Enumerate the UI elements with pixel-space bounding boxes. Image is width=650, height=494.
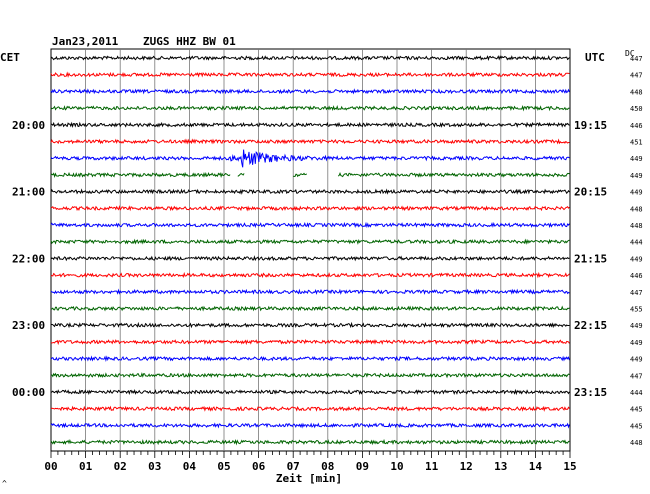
trace-line xyxy=(50,104,570,112)
trace-line xyxy=(50,205,570,212)
dc-column-header: DC xyxy=(625,49,635,58)
trace-line xyxy=(50,221,570,229)
x-tick-label: 13 xyxy=(494,460,507,473)
left-hour-label: 00:00 xyxy=(12,386,45,399)
x-tick-label: 15 xyxy=(563,460,576,473)
station-label: ZUGS HHZ BW 01 xyxy=(143,35,236,48)
trace-line xyxy=(50,288,570,295)
trace-line xyxy=(50,188,570,195)
x-tick-label: 02 xyxy=(114,460,127,473)
dc-value: 449 xyxy=(630,356,643,364)
x-axis: 00 01 02 03 04 05 06 07 08 09 10 11 12 13 14 15 xyxy=(44,451,577,473)
x-tick-label: 09 xyxy=(356,460,369,473)
dc-value: 445 xyxy=(630,406,643,414)
corner-mark: ^ xyxy=(2,479,7,488)
dc-value: 448 xyxy=(630,439,643,447)
x-tick-label: 14 xyxy=(529,460,543,473)
left-hour-label: 23:00 xyxy=(12,319,45,332)
right-hour-label: 20:15 xyxy=(574,186,607,199)
dc-value: 448 xyxy=(630,88,643,96)
dc-value: 447 xyxy=(630,72,643,80)
dc-value: 447 xyxy=(630,55,643,63)
trace-line xyxy=(50,321,570,329)
x-tick-label: 01 xyxy=(79,460,93,473)
trace-line xyxy=(337,171,570,178)
right-timezone-label: UTC xyxy=(585,51,605,64)
x-tick-label: 12 xyxy=(460,460,473,473)
dc-value: 455 xyxy=(630,306,643,314)
dc-value: 445 xyxy=(630,422,643,430)
dc-value: 449 xyxy=(630,172,643,180)
dc-value: 447 xyxy=(630,372,643,380)
plot-grid xyxy=(50,48,571,452)
left-hour-label: 21:00 xyxy=(12,186,45,199)
trace-line xyxy=(50,271,570,279)
trace-group xyxy=(50,55,570,446)
dc-value: 451 xyxy=(630,139,643,147)
trace-line xyxy=(50,238,570,245)
right-hour-label: 19:15 xyxy=(574,119,607,132)
trace-line xyxy=(50,355,570,363)
trace-line xyxy=(50,255,570,262)
left-hour-label: 22:00 xyxy=(12,252,45,265)
x-tick-label: 03 xyxy=(148,460,161,473)
dc-value: 446 xyxy=(630,122,643,130)
x-tick-label: 11 xyxy=(425,460,439,473)
dc-value: 449 xyxy=(630,189,643,197)
trace-line xyxy=(50,338,570,346)
x-axis-label: Zeit [min] xyxy=(276,472,342,485)
trace-line xyxy=(50,438,570,446)
trace-line xyxy=(50,388,570,396)
trace-line xyxy=(50,149,570,168)
dc-value: 446 xyxy=(630,272,643,280)
right-hour-label: 23:15 xyxy=(574,386,607,399)
trace-line xyxy=(50,405,570,412)
x-tick-label: 08 xyxy=(321,460,334,473)
dc-value: 450 xyxy=(630,105,643,113)
trace-line xyxy=(50,171,231,179)
x-tick-label: 07 xyxy=(287,460,300,473)
trace-line xyxy=(50,71,570,78)
trace-line xyxy=(237,173,245,177)
trace-line xyxy=(293,172,308,178)
dc-value: 449 xyxy=(630,339,643,347)
dc-value: 444 xyxy=(630,239,643,247)
dc-value: 449 xyxy=(630,322,643,330)
date-label: Jan23,2011 xyxy=(52,35,119,48)
dc-value: 448 xyxy=(630,222,643,230)
right-hour-label: 21:15 xyxy=(574,252,607,265)
trace-line xyxy=(50,88,570,95)
x-tick-label: 06 xyxy=(252,460,266,473)
trace-line xyxy=(50,372,570,379)
trace-line xyxy=(50,422,570,429)
right-hour-label: 22:15 xyxy=(574,319,607,332)
x-tick-label: 04 xyxy=(183,460,197,473)
plot-frame xyxy=(50,48,571,452)
dc-value: 449 xyxy=(630,255,643,263)
x-tick-label: 00 xyxy=(44,460,57,473)
dc-value: 449 xyxy=(630,155,643,163)
trace-line xyxy=(50,305,570,312)
hour-labels: 20:00 21:00 22:00 23:00 00:00 19:15 20:15 21:15… xyxy=(12,55,643,447)
x-tick-label: 10 xyxy=(390,460,403,473)
dc-value: 447 xyxy=(630,289,643,297)
trace-line xyxy=(50,121,570,128)
left-hour-label: 20:00 xyxy=(12,119,45,132)
left-timezone-label: CET xyxy=(0,51,20,64)
trace-line xyxy=(50,55,570,61)
dc-value: 444 xyxy=(630,389,643,397)
dc-value: 448 xyxy=(630,205,643,213)
x-tick-label: 05 xyxy=(217,460,230,473)
trace-line xyxy=(50,138,570,145)
